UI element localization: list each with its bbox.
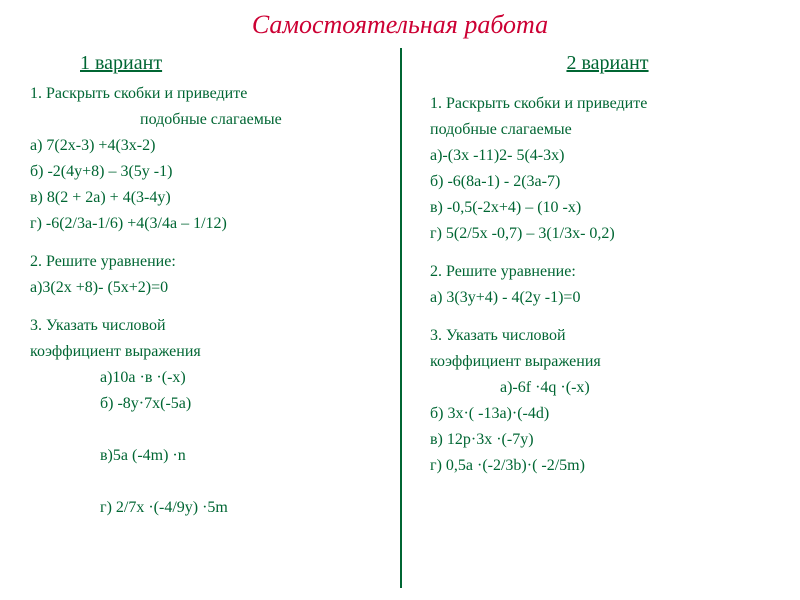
task3-b: б) -8у·7х(-5а) — [30, 392, 382, 416]
task1-header: 1. Раскрыть скобки и приведите — [30, 82, 382, 106]
task1-c-r: в) -0,5(-2х+4) – (10 -х) — [430, 196, 785, 220]
worksheet-title: Самостоятельная работа — [0, 0, 800, 48]
task1-b: б) -2(4у+8) – 3(5у -1) — [30, 160, 382, 184]
task1-a: а) 7(2х-3) +4(3х-2) — [30, 134, 382, 158]
task3-header: 3. Указать числовой — [30, 314, 382, 338]
task1-b-r: б) -6(8а-1) - 2(3а-7) — [430, 170, 785, 194]
task1-header2: подобные слагаемые — [30, 108, 382, 132]
task1-header2-r: подобные слагаемые — [430, 118, 785, 142]
variant-2-title: 2 вариант — [430, 48, 785, 78]
vertical-divider — [400, 48, 402, 588]
variant-2-column: 2 вариант 1. Раскрыть скобки и приведите… — [400, 48, 800, 598]
task3-header-r: 3. Указать числовой — [430, 324, 785, 348]
task1-a-r: а)-(3х -11)2- 5(4-3х) — [430, 144, 785, 168]
task2-a: а)3(2х +8)- (5х+2)=0 — [30, 276, 382, 300]
task1-header-r: 1. Раскрыть скобки и приведите — [430, 92, 785, 116]
task2-header-r: 2. Решите уравнение: — [430, 260, 785, 284]
variant-1-title: 1 вариант — [30, 48, 382, 78]
task3-d: г) 2/7х ·(-4/9у) ·5m — [30, 496, 382, 520]
task2-a-r: а) 3(3у+4) - 4(2у -1)=0 — [430, 286, 785, 310]
task3-a: а)10а ·в ·(-х) — [30, 366, 382, 390]
task3-a-r: а)-6f ·4q ·(-х) — [430, 376, 785, 400]
task1-d-r: г) 5(2/5х -0,7) – 3(1/3х- 0,2) — [430, 222, 785, 246]
task3-c-r: в) 12р·3х ·(-7у) — [430, 428, 785, 452]
task3-header2: коэффициент выражения — [30, 340, 382, 364]
columns-container: 1 вариант 1. Раскрыть скобки и приведите… — [0, 48, 800, 598]
variant-1-column: 1 вариант 1. Раскрыть скобки и приведите… — [0, 48, 400, 598]
task3-b-r: б) 3х·( -13а)·(-4d) — [430, 402, 785, 426]
task1-d: г) -6(2/3а-1/6) +4(3/4а – 1/12) — [30, 212, 382, 236]
task3-d-r: г) 0,5а ·(-2/3b)·( -2/5m) — [430, 454, 785, 478]
task3-c: в)5а (-4m) ·n — [30, 444, 382, 468]
task1-c: в) 8(2 + 2а) + 4(3-4у) — [30, 186, 382, 210]
task3-header2-r: коэффициент выражения — [430, 350, 785, 374]
task2-header: 2. Решите уравнение: — [30, 250, 382, 274]
